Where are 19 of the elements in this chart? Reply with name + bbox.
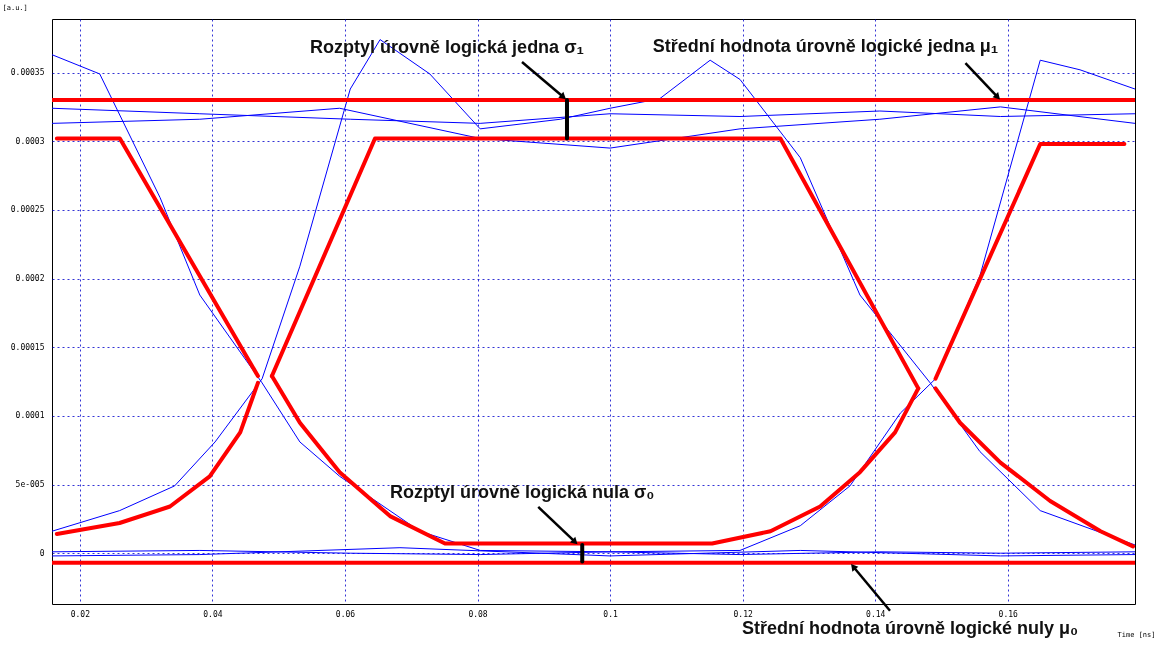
x-tick-label: 0.04 <box>203 609 223 619</box>
y-tick-label: 5e-005 <box>15 480 45 490</box>
x-tick-label: 0.02 <box>70 609 91 619</box>
y-tick-label: 0.0001 <box>15 411 45 421</box>
y-tick-label: 0.00035 <box>10 68 45 78</box>
x-tick-label: 0.08 <box>468 609 488 619</box>
x-tick-label: 0.1 <box>603 609 618 619</box>
y-tick-label: 0.0003 <box>15 136 45 146</box>
x-tick-label: 0.12 <box>733 609 753 619</box>
y-tick-label: 0.00015 <box>10 342 45 352</box>
annotation: Střední hodnota úrovně logické nuly μ₀ <box>741 617 1079 638</box>
y-tick-label: 0 <box>39 548 45 558</box>
x-tick-label: 0.16 <box>998 609 1019 619</box>
y-tick-label: 0.0002 <box>15 274 45 284</box>
annotation: Střední hodnota úrovně logické jedna μ₁ <box>652 36 999 57</box>
x-tick-label: 0.14 <box>866 609 886 619</box>
x-tick-label: 0.06 <box>335 609 356 619</box>
annotation: Rozptyl úrovně logická nula σ₀ <box>390 481 655 502</box>
y-tick-label: 0.00025 <box>10 205 45 215</box>
